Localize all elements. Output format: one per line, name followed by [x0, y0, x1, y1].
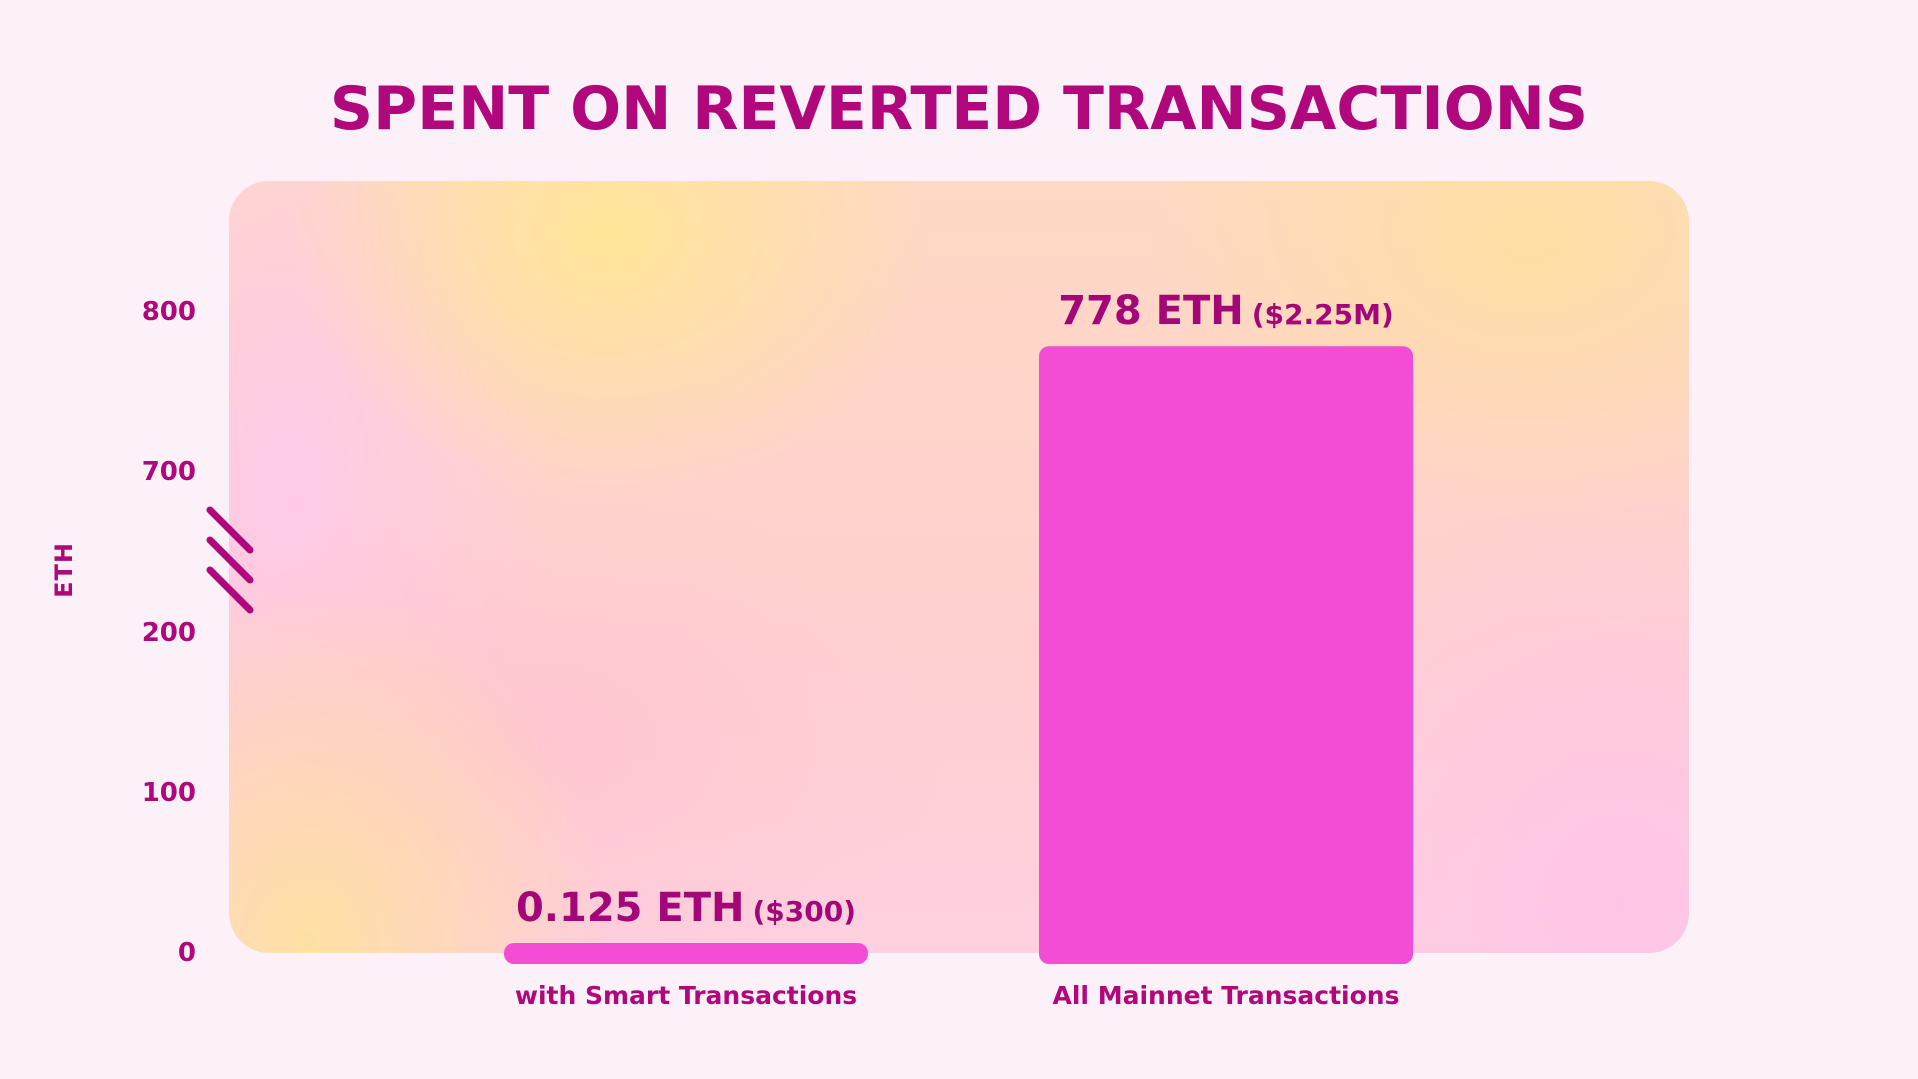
data-label-value: 0.125 ETH [516, 885, 745, 931]
bar-smart-transactions [504, 943, 868, 964]
bar-data-label: 778 ETH ($2.25M) [1058, 288, 1394, 334]
y-tick-label: 100 [142, 778, 196, 808]
y-tick-label: 800 [142, 297, 196, 327]
x-category-label: with Smart Transactions [515, 981, 857, 1010]
data-label-usd: ($2.25M) [1252, 298, 1394, 331]
axis-break-mark [206, 536, 254, 584]
data-label-value: 778 ETH [1058, 288, 1244, 334]
data-label-usd: ($300) [753, 895, 857, 928]
chart-title: SPENT ON REVERTED TRANSACTIONS [329, 74, 1589, 144]
x-category-label: All Mainnet Transactions [1053, 981, 1400, 1010]
y-tick-label: 200 [142, 618, 196, 648]
bar-data-label: 0.125 ETH ($300) [516, 885, 856, 931]
axis-break-mark [206, 566, 254, 614]
y-tick-label: 700 [142, 457, 196, 487]
axis-break-mark [206, 506, 254, 554]
bar-all-mainnet-transactions [1039, 346, 1413, 964]
plot-area-background [229, 181, 1689, 953]
y-tick-label: 0 [178, 938, 196, 968]
